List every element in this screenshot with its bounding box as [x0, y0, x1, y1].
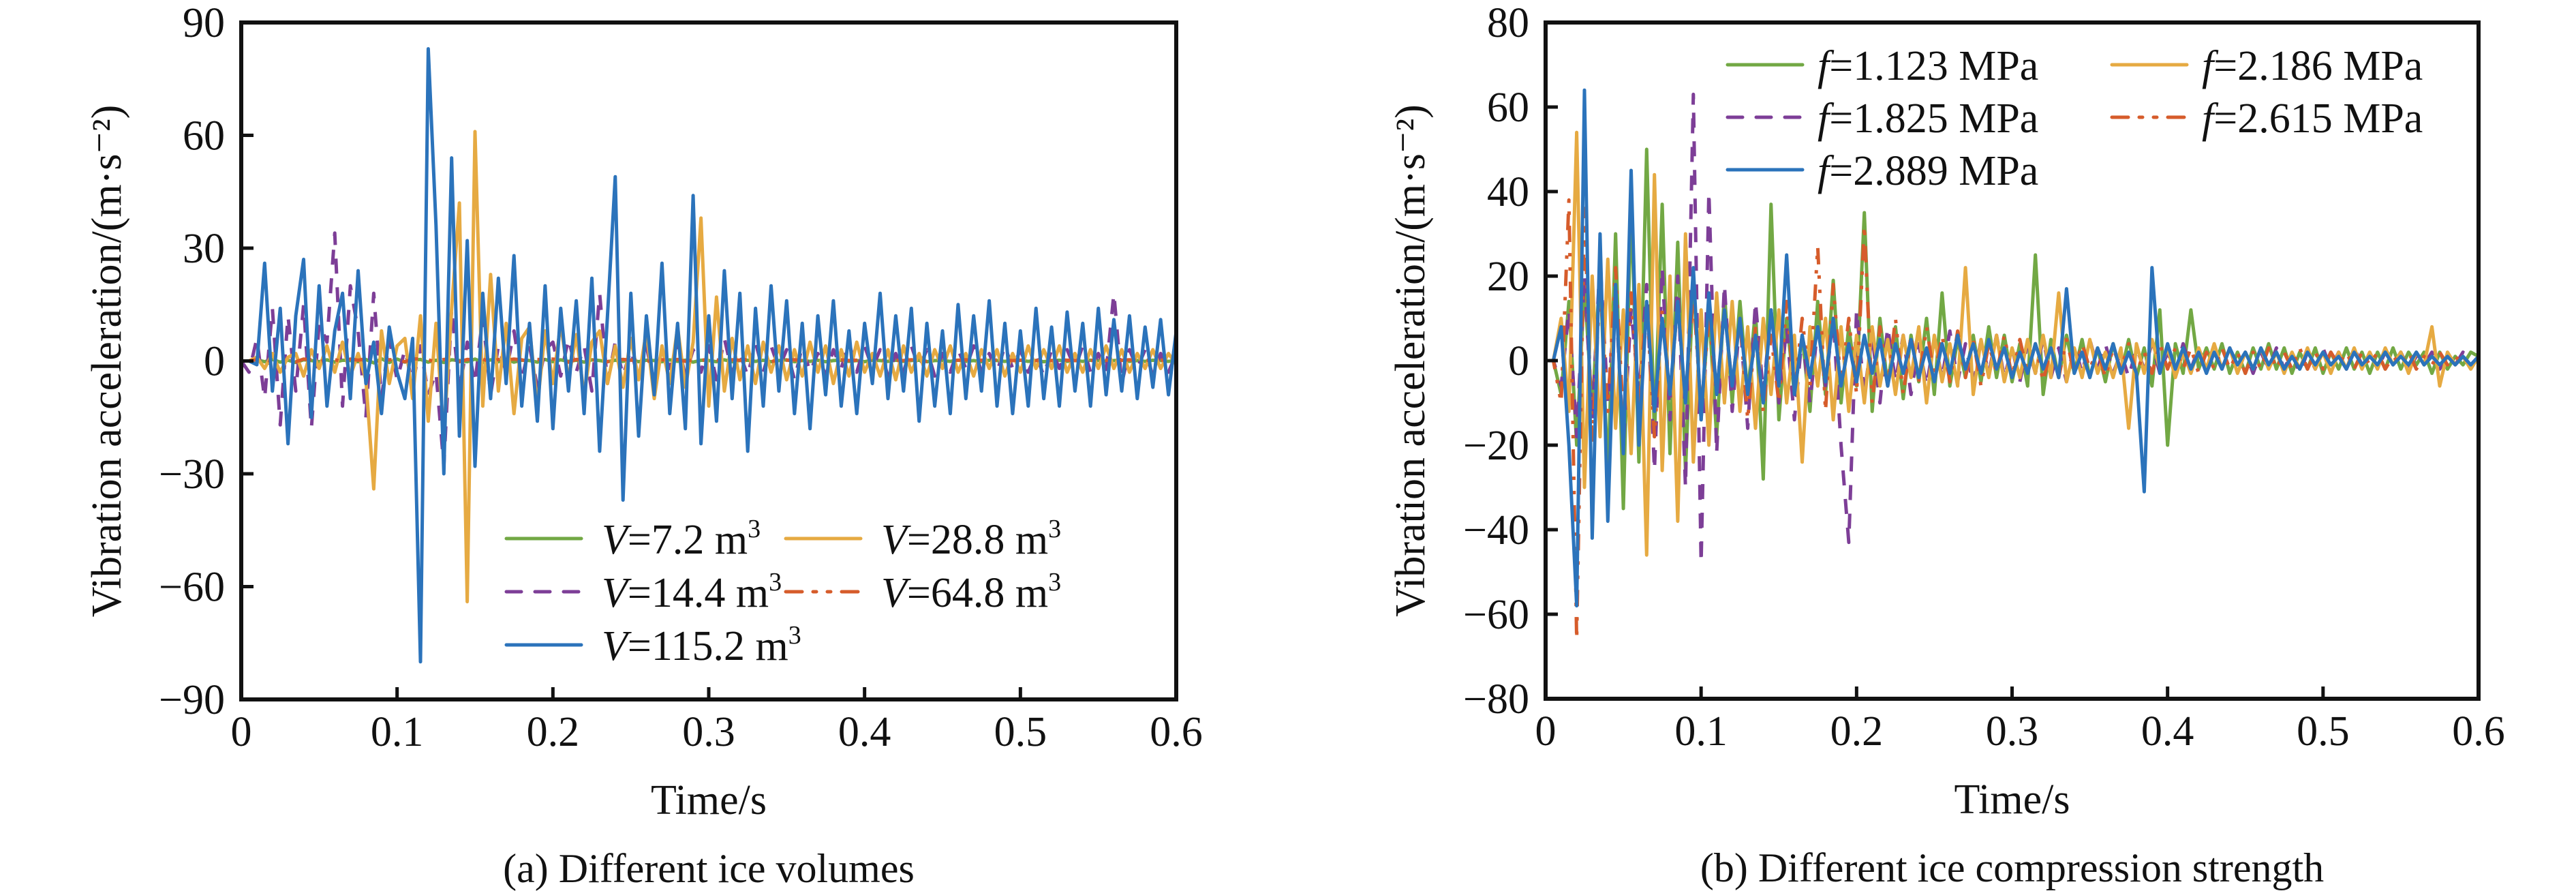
panel-b: 0 0.1 0.2 0.3 0.4 0.5 0.6 80 60 40 20 0 −20 −40 −60 −80…: [1387, 0, 2505, 890]
series-line-f-2.186-mpa: [1546, 130, 2479, 557]
legend-label: V=7.2 m3: [602, 515, 761, 563]
x-tick-label: 0.2: [527, 709, 580, 755]
y-tick-label: −90: [159, 677, 225, 723]
x-tick-label: 0.2: [1830, 708, 1884, 755]
legend-label: f=1.123 MPa: [1818, 43, 2038, 89]
panel-a-legend: V=7.2 m3 V=14.4 m3 V=28.8 m3 V=64.8 m3 V=115…: [504, 515, 1061, 669]
x-tick-label: 0.4: [2141, 708, 2194, 755]
legend-item: V=115.2 m3: [504, 621, 801, 669]
panel-b-y-axis-title: Vibration acceleration/(m·s⁻²): [1387, 104, 1434, 617]
panel-a-traces: [241, 47, 1176, 664]
panel-b-legend: f=1.123 MPa f=1.825 MPa f=2.186 MPa f=2.615…: [1726, 43, 2423, 194]
panel-a-x-axis-title: Time/s: [651, 777, 767, 824]
series-line-f-2.889-mpa: [1546, 88, 2479, 608]
legend-item: f=2.186 MPa: [2110, 43, 2423, 89]
y-tick-label: 80: [1487, 0, 1529, 46]
panel-b-caption: (b) Different ice compression strength: [1700, 845, 2324, 890]
series-line-v-14.4-m-: [241, 231, 1176, 468]
x-tick-label: 0.5: [2297, 708, 2350, 755]
y-tick-label: 60: [1487, 85, 1529, 131]
legend-label: V=14.4 m3: [602, 568, 782, 616]
legend-item: V=28.8 m3: [784, 515, 1061, 563]
x-tick-label: 0.6: [1150, 709, 1203, 755]
y-tick-label: 0: [1508, 338, 1529, 384]
y-tick-label: −20: [1463, 423, 1529, 469]
legend-item: V=14.4 m3: [504, 568, 782, 616]
legend-label: V=28.8 m3: [881, 515, 1061, 563]
y-tick-label: −30: [159, 451, 225, 498]
y-tick-label: −40: [1463, 507, 1529, 554]
x-tick-label: 0.5: [994, 709, 1047, 755]
y-tick-label: 60: [183, 113, 225, 160]
panel-a-y-axis-title: Vibration acceleration/(m·s⁻²): [84, 105, 130, 618]
legend-label: V=115.2 m3: [602, 621, 801, 669]
x-tick-label: 0.3: [682, 709, 735, 755]
y-tick-label: −60: [159, 564, 225, 611]
y-tick-label: 30: [183, 226, 225, 272]
legend-label: f=2.889 MPa: [1818, 148, 2038, 194]
legend-label: f=2.615 MPa: [2202, 95, 2423, 142]
legend-item: V=64.8 m3: [784, 568, 1061, 616]
legend-item: f=2.889 MPa: [1726, 148, 2038, 194]
panel-b-x-axis-title: Time/s: [1954, 776, 2070, 823]
panel-a-ticks: 0 0.1 0.2 0.3 0.4 0.5 0.6 90 60 30 0 −30 −60 −90: [159, 0, 1203, 755]
series-line-v-64.8-m-: [241, 357, 1176, 365]
y-tick-label: −60: [1463, 592, 1529, 638]
x-tick-label: 0.1: [1674, 708, 1728, 755]
series-line-f-2.615-mpa: [1546, 198, 2479, 641]
legend-item: f=1.123 MPa: [1726, 43, 2038, 89]
x-tick-label: 0.3: [1986, 708, 2039, 755]
legend-item: f=1.825 MPa: [1726, 95, 2038, 142]
y-tick-label: 40: [1487, 169, 1529, 215]
y-tick-label: −80: [1463, 676, 1529, 723]
x-tick-label: 0: [231, 709, 252, 755]
panel-a-caption: (a) Different ice volumes: [503, 846, 915, 891]
legend-label: f=1.825 MPa: [1818, 95, 2038, 142]
x-tick-label: 0.6: [2452, 708, 2505, 755]
x-tick-label: 0.4: [838, 709, 891, 755]
y-tick-label: 20: [1487, 254, 1529, 300]
series-line-v-115.2-m-: [241, 47, 1176, 664]
y-tick-label: 0: [204, 339, 225, 385]
legend-item: V=7.2 m3: [504, 515, 761, 563]
panel-a: 0 0.1 0.2 0.3 0.4 0.5 0.6 90 60 30 0 −30 −60 −90 V=7.…: [84, 0, 1203, 891]
legend-label: f=2.186 MPa: [2202, 43, 2423, 89]
panel-b-ticks: 0 0.1 0.2 0.3 0.4 0.5 0.6 80 60 40 20 0 −20 −40 −60 −80: [1463, 0, 2505, 755]
x-tick-label: 0.1: [371, 709, 424, 755]
y-tick-label: 90: [183, 0, 225, 46]
x-tick-label: 0: [1535, 708, 1557, 755]
series-line-v-28.8-m-: [241, 130, 1176, 604]
panel-b-traces: [1546, 88, 2479, 641]
legend-label: V=64.8 m3: [881, 568, 1061, 616]
legend-item: f=2.615 MPa: [2110, 95, 2423, 142]
